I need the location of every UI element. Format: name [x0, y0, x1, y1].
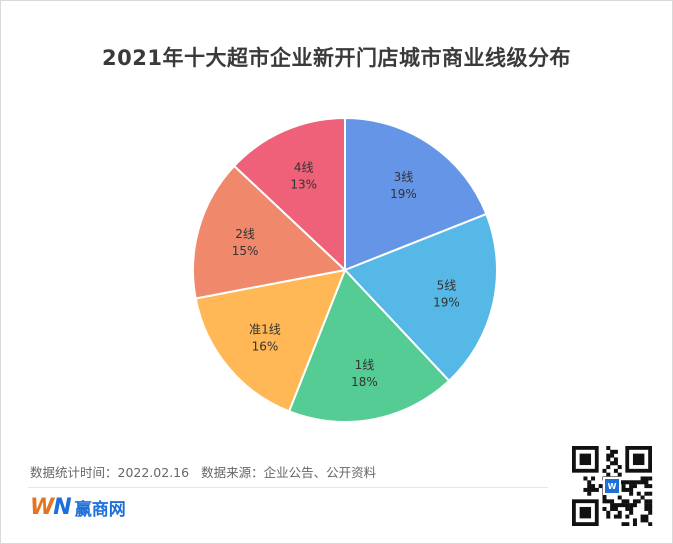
- slice-value-3: 16%: [252, 339, 279, 353]
- slice-label-5: 4线: [294, 161, 314, 175]
- footer-divider: [28, 487, 548, 488]
- slice-label-2: 1线: [355, 358, 375, 372]
- slice-value-2: 18%: [351, 375, 378, 389]
- brand-name: 赢商网: [74, 499, 126, 520]
- slice-label-1: 5线: [437, 279, 457, 293]
- slice-label-4: 2线: [235, 227, 255, 241]
- pie-slice-0: [344, 116, 488, 272]
- data-source-note: 数据来源：企业公告、公开资料: [201, 465, 377, 480]
- pie-slice-3: [194, 268, 347, 413]
- brand-mark: WN: [30, 494, 72, 520]
- brand-logo: WN 赢商网: [30, 494, 126, 520]
- pie-slice-5: [232, 116, 346, 273]
- slice-label-0: 3线: [394, 170, 414, 184]
- slice-label-3: 准1线: [249, 322, 281, 336]
- slice-value-5: 13%: [290, 178, 317, 192]
- pie-slice-1: [343, 212, 498, 383]
- data-date-note: 数据统计时间：2022.02.16: [30, 465, 190, 480]
- qr-code-icon: W: [570, 446, 654, 526]
- slice-value-1: 19%: [433, 296, 460, 310]
- slice-value-0: 19%: [390, 187, 417, 201]
- pie-slice-2: [287, 268, 451, 423]
- pie-slice-4: [192, 164, 348, 300]
- footnote: 数据统计时间：2022.02.16 数据来源：企业公告、公开资料: [30, 462, 376, 481]
- svg-text:W: W: [608, 482, 617, 491]
- chart-title: 2021年十大超市企业新开门店城市商业线级分布: [102, 46, 571, 70]
- slice-value-4: 15%: [232, 244, 259, 258]
